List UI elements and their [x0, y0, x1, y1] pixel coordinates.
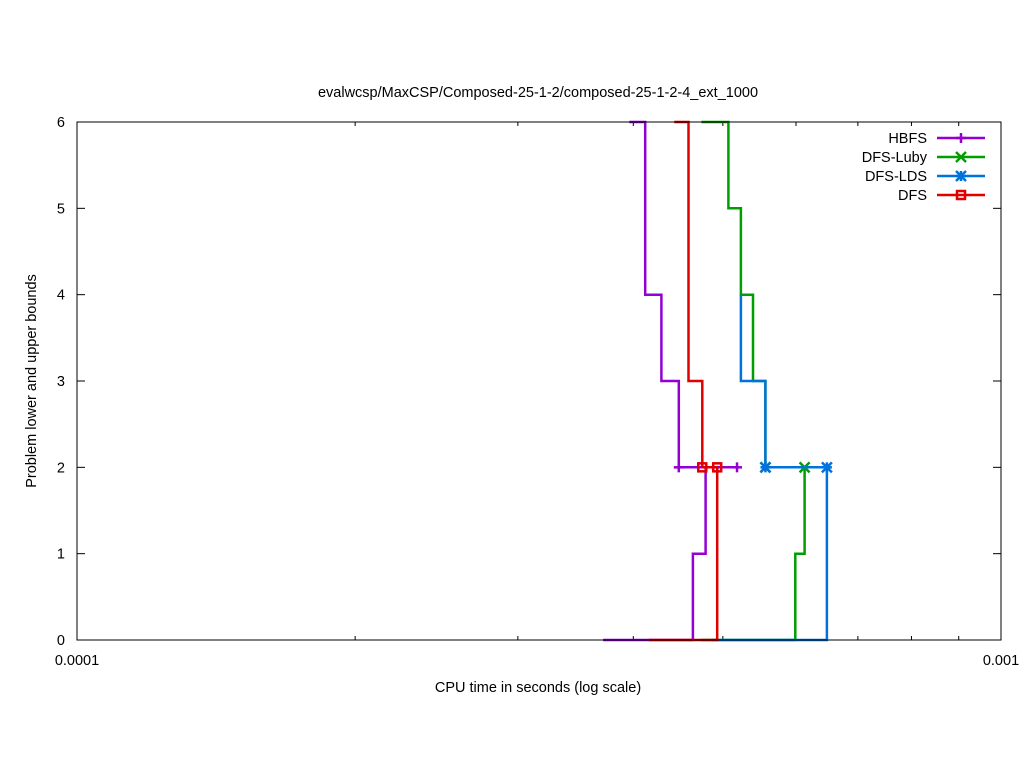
series-dfs-lds-point — [821, 461, 833, 474]
y-tick-label: 5 — [57, 201, 65, 217]
legend: HBFS DFS-Luby DFS-LDS DFS — [862, 131, 985, 204]
y-tick-label: 2 — [57, 460, 65, 476]
series-dfs-upper-bound-line — [674, 120, 718, 469]
series-hbfs-point — [732, 462, 743, 473]
axis-ticks: 0 1 2 3 4 5 6 0.0001 0.001 — [55, 115, 1019, 669]
legend-label-dfs: DFS — [898, 188, 927, 204]
marker-stroke — [955, 189, 967, 201]
series-dfs-point — [697, 462, 708, 473]
marker-stroke — [711, 462, 723, 473]
y-tick-label: 4 — [57, 288, 65, 304]
series-hbfs — [603, 120, 743, 642]
y-tick-label: 3 — [57, 374, 65, 390]
y-tick-label: 0 — [57, 633, 65, 649]
marker-stroke — [955, 151, 967, 163]
series-dfs-point — [711, 462, 723, 473]
series-dfs-lower-bound-line — [649, 467, 719, 642]
y-axis-label: Problem lower and upper bounds — [24, 274, 40, 488]
x-tick-label: 0.001 — [983, 653, 1019, 669]
legend-marker-dfs — [955, 189, 967, 201]
series-dfs-luby-upper-bound-line — [701, 120, 805, 469]
chart-title: evalwcsp/MaxCSP/Composed-25-1-2/composed… — [318, 85, 758, 101]
x-tick-label: 0.0001 — [55, 653, 99, 669]
legend-label-dfs-luby: DFS-Luby — [862, 150, 928, 166]
legend-marker-dfs-luby — [955, 151, 967, 163]
marker-stroke — [697, 462, 708, 473]
series-dfs — [649, 120, 723, 642]
legend-marker-hbfs — [956, 133, 966, 143]
legend-label-dfs-lds: DFS-LDS — [865, 169, 927, 185]
series-dfs-lds-upper-bound-line — [739, 294, 827, 469]
series-hbfs-point — [673, 462, 684, 473]
plot-frame — [76, 121, 1002, 641]
series-hbfs-upper-bound-line — [629, 120, 737, 469]
x-axis-label: CPU time in seconds (log scale) — [435, 680, 641, 696]
y-tick-label: 6 — [57, 115, 65, 131]
plot-area — [603, 120, 833, 642]
y-tick-label: 1 — [57, 547, 65, 563]
legend-label-hbfs: HBFS — [888, 131, 927, 147]
series-dfs-lds-lower-bound-line — [711, 467, 829, 642]
legend-marker-dfs-lds — [955, 170, 967, 182]
series-dfs-lds-point — [759, 461, 772, 474]
